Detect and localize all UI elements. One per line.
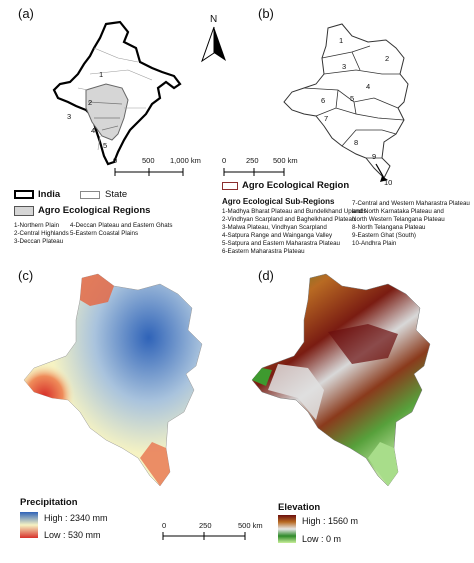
legend-india-label: India [38,189,61,200]
legend-india-swatch [14,190,34,199]
elevation-high-label: High : 1560 m [302,516,359,526]
legend-aer-swatch [14,206,34,216]
list-item: 2-Central Highlands [14,230,69,237]
legend-region-label: Agro Ecological Region [242,180,350,191]
legend-aer-label: Agro Ecological Regions [38,205,151,216]
scale-d-tick-0: 0 [162,521,167,530]
list-item: 6-Eastern Maharastra Plateau [222,248,305,255]
precipitation-low-label: Low : 530 mm [44,530,101,540]
map-a-number-5: 5 [103,141,108,150]
sub-region-list-1: 1-Madhya Bharat Plateau and Bundelkhand … [222,208,366,256]
list-item: 5-Satpura and Eastern Maharastra Plateau [222,240,340,247]
scale-bar-a [114,168,184,176]
legend-state-label: State [105,189,128,200]
panel-label-b: (b) [258,6,274,21]
list-item: 9-Eastern Ghat (South) [352,232,416,239]
map-b-number-6: 6 [321,96,326,105]
elevation-legend-title: Elevation [278,502,321,513]
panel-label-a: (a) [18,6,34,21]
india-map [52,20,182,166]
list-item: 5-Eastern Coastal Plains [70,230,139,237]
map-a-region-list-1: 1-Northern Plain 2-Central Highlands 3-D… [14,222,69,246]
map-b-number-3: 3 [342,62,347,71]
sub-region-list-2: 7-Central and Western Maharastra Plateau… [352,200,470,248]
elevation-low-label: Low : 0 m [302,534,342,544]
map-b-number-4: 4 [366,82,371,91]
panel-label-d: (d) [258,268,274,283]
scale-d-tick-2: 500 km [238,521,263,530]
sub-region-map [283,23,409,182]
north-label: N [210,14,218,25]
scale-b-tick-1: 250 [246,156,259,165]
list-item: 3-Deccan Plateau [14,238,64,245]
elevation-map [251,273,431,487]
map-b-number-9: 9 [372,152,377,161]
list-item: 1-Madhya Bharat Plateau and Bundelkhand … [222,208,367,215]
state-borders [77,47,153,151]
list-item: 10-Andhra Plain [352,240,397,247]
legend-region-swatch [222,182,238,190]
scale-a-tick-0: 0 [113,156,118,165]
precipitation-map [23,273,203,487]
list-item: 4-Deccan Plateau and Eastern Ghats [70,222,173,229]
map-b-number-8: 8 [354,138,359,147]
scale-bar-b [223,168,285,176]
precipitation-legend-title: Precipitation [20,497,78,508]
map-a-region-list-2: 4-Deccan Plateau and Eastern Ghats 5-Eas… [70,222,173,238]
scale-b-tick-0: 0 [222,156,227,165]
scale-d-tick-1: 250 [199,521,212,530]
list-item: 3-Malwa Plateau, Vindhyan Scarpland [222,224,327,231]
map-b-number-5: 5 [350,94,355,103]
map-b-number-2: 2 [385,54,390,63]
precipitation-high-label: High : 2340 mm [44,513,108,523]
map-b-number-7: 7 [324,114,329,123]
scale-b-tick-2: 500 km [273,156,298,165]
list-item: 8-North Telangana Plateau [352,224,426,231]
elevation-surface [251,273,431,487]
scale-bar-d [162,532,246,540]
list-item: 7-Central and Western Maharastra Plateau [352,200,470,207]
legend-state-swatch [80,191,100,199]
north-arrow-icon [201,26,226,63]
panel-label-c: (c) [18,268,34,283]
map-a-number-2: 2 [88,98,93,107]
sub-regions-title: Agro Ecological Sub-Regions [222,197,335,206]
list-item: 2-Vindhyan Scarpland and Baghelkhand Pla… [222,216,356,223]
map-a-number-3: 3 [67,112,72,121]
scale-a-tick-1: 500 [142,156,155,165]
scale-a-tick-2: 1,000 km [170,156,201,165]
list-item: 4-Satpura Range and Wainganga Valley [222,232,333,239]
map-b-number-1: 1 [339,36,344,45]
map-b-number-10: 10 [384,178,393,187]
map-a-number-1: 1 [99,70,104,79]
region-outline [283,23,409,179]
list-item: and North Karnataka Plateau and [352,208,444,215]
map-a-number-4: 4 [91,126,96,135]
elevation-color-ramp [278,515,296,543]
precipitation-color-ramp [20,512,38,538]
list-item: North Western Telangana Plateau [352,216,445,223]
list-item: 1-Northern Plain [14,222,60,229]
